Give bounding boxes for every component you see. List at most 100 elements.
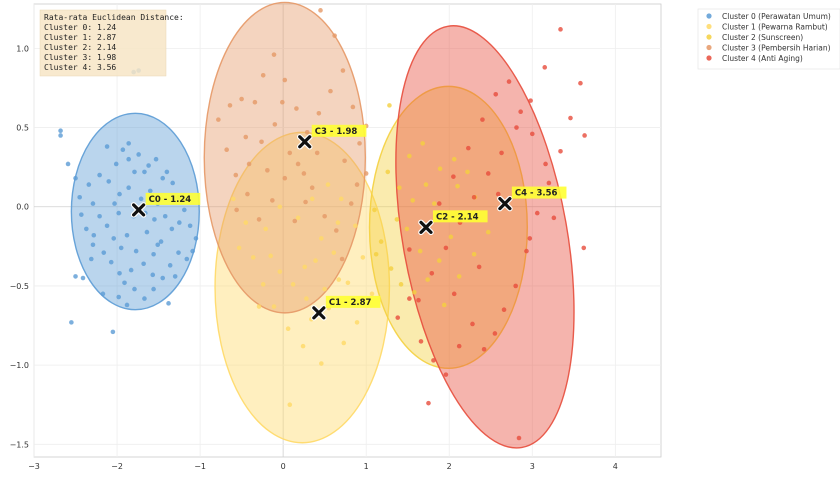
cluster-ellipse — [203, 1, 367, 314]
data-point — [345, 280, 351, 286]
centroid-x-stroke — [419, 220, 433, 234]
data-point — [113, 161, 119, 167]
data-point — [516, 435, 522, 441]
legend-label: Cluster 3 (Pembersih Harian) — [722, 43, 831, 52]
legend-marker — [706, 44, 712, 51]
data-point — [97, 172, 102, 178]
data-point — [369, 291, 375, 297]
data-point — [372, 207, 377, 213]
centroid-label: C3 - 1.98 — [315, 127, 358, 137]
data-point — [282, 175, 288, 181]
centroid-marker: C4 - 3.56 — [497, 186, 567, 212]
data-point — [104, 223, 110, 229]
data-point — [443, 372, 449, 377]
data-point — [227, 103, 233, 108]
legend: Cluster 0 (Perawatan Umum)Cluster 1 (Pew… — [697, 8, 840, 70]
data-point — [295, 215, 301, 221]
data-point — [166, 301, 171, 306]
data-point — [534, 210, 540, 216]
data-point — [142, 296, 147, 301]
data-point — [152, 217, 157, 222]
data-point — [348, 201, 354, 206]
data-point — [309, 196, 315, 202]
data-point — [100, 291, 106, 297]
data-point — [471, 194, 477, 200]
data-point — [164, 169, 170, 175]
data-point — [499, 150, 504, 156]
data-point — [485, 171, 491, 176]
cluster-ellipse — [395, 25, 575, 449]
data-point — [263, 226, 268, 232]
data-point — [465, 169, 470, 175]
data-point — [426, 400, 431, 406]
data-point — [335, 220, 341, 225]
stats-box-line: Cluster 4: 3.56 — [44, 63, 116, 72]
data-point — [277, 204, 283, 210]
data-point — [378, 239, 384, 244]
data-point — [568, 115, 573, 121]
data-point — [524, 248, 529, 254]
data-point — [350, 104, 356, 110]
x-tick-label: −3 — [28, 462, 40, 471]
data-point — [117, 191, 122, 197]
data-point — [339, 256, 345, 262]
centroid-label-background — [511, 186, 567, 199]
data-point — [141, 261, 146, 267]
y-tick-label: 1.0 — [16, 44, 29, 53]
data-point — [111, 236, 117, 241]
data-point — [292, 218, 298, 224]
stats-box-line: Cluster 0: 1.24 — [44, 23, 116, 32]
data-point — [246, 161, 252, 167]
legend-marker — [706, 34, 712, 40]
data-point — [363, 171, 369, 176]
data-point — [187, 223, 193, 229]
data-point — [451, 156, 457, 162]
centroid-label: C0 - 1.24 — [149, 195, 192, 205]
stats-box-title: Rata-rata Euclidean Distance: — [44, 13, 184, 22]
data-point — [481, 346, 487, 352]
data-point — [271, 304, 277, 309]
x-tick-label: 0 — [281, 462, 286, 471]
legend-box — [697, 8, 840, 70]
data-point — [271, 52, 277, 57]
data-point — [558, 27, 563, 32]
data-point — [153, 156, 159, 162]
data-point — [294, 106, 299, 111]
data-point — [342, 158, 347, 164]
centroid-x-stroke — [498, 196, 512, 211]
centroid-label-background — [311, 124, 367, 137]
stats-box-background — [39, 9, 167, 77]
data-point — [466, 145, 471, 151]
data-point — [234, 207, 239, 213]
data-point — [243, 134, 249, 140]
data-point — [132, 286, 137, 292]
data-point — [91, 232, 97, 238]
data-point — [77, 194, 82, 200]
data-point — [86, 182, 92, 187]
x-axis-ticks: −3 −2 −1 0 1 2 3 4 — [28, 462, 618, 471]
data-point — [441, 302, 447, 308]
data-point — [407, 296, 412, 301]
data-point — [177, 220, 182, 225]
legend-label: Cluster 0 (Perawatan Umum) — [722, 12, 831, 21]
data-point — [542, 65, 548, 70]
data-point — [265, 168, 270, 173]
data-point — [136, 152, 141, 157]
data-point — [416, 297, 421, 303]
data-point — [404, 226, 410, 232]
data-point — [79, 212, 84, 217]
data-point — [268, 253, 273, 259]
data-point — [190, 248, 195, 254]
data-point — [417, 248, 423, 254]
data-point — [101, 250, 107, 255]
data-point — [150, 272, 156, 278]
data-point — [314, 150, 320, 156]
data-point — [133, 248, 139, 254]
data-point — [169, 226, 175, 232]
data-point — [285, 326, 291, 332]
data-point — [455, 183, 460, 189]
data-point — [104, 144, 110, 149]
data-point — [456, 343, 462, 349]
legend-label: Cluster 4 (Anti Aging) — [722, 54, 803, 63]
